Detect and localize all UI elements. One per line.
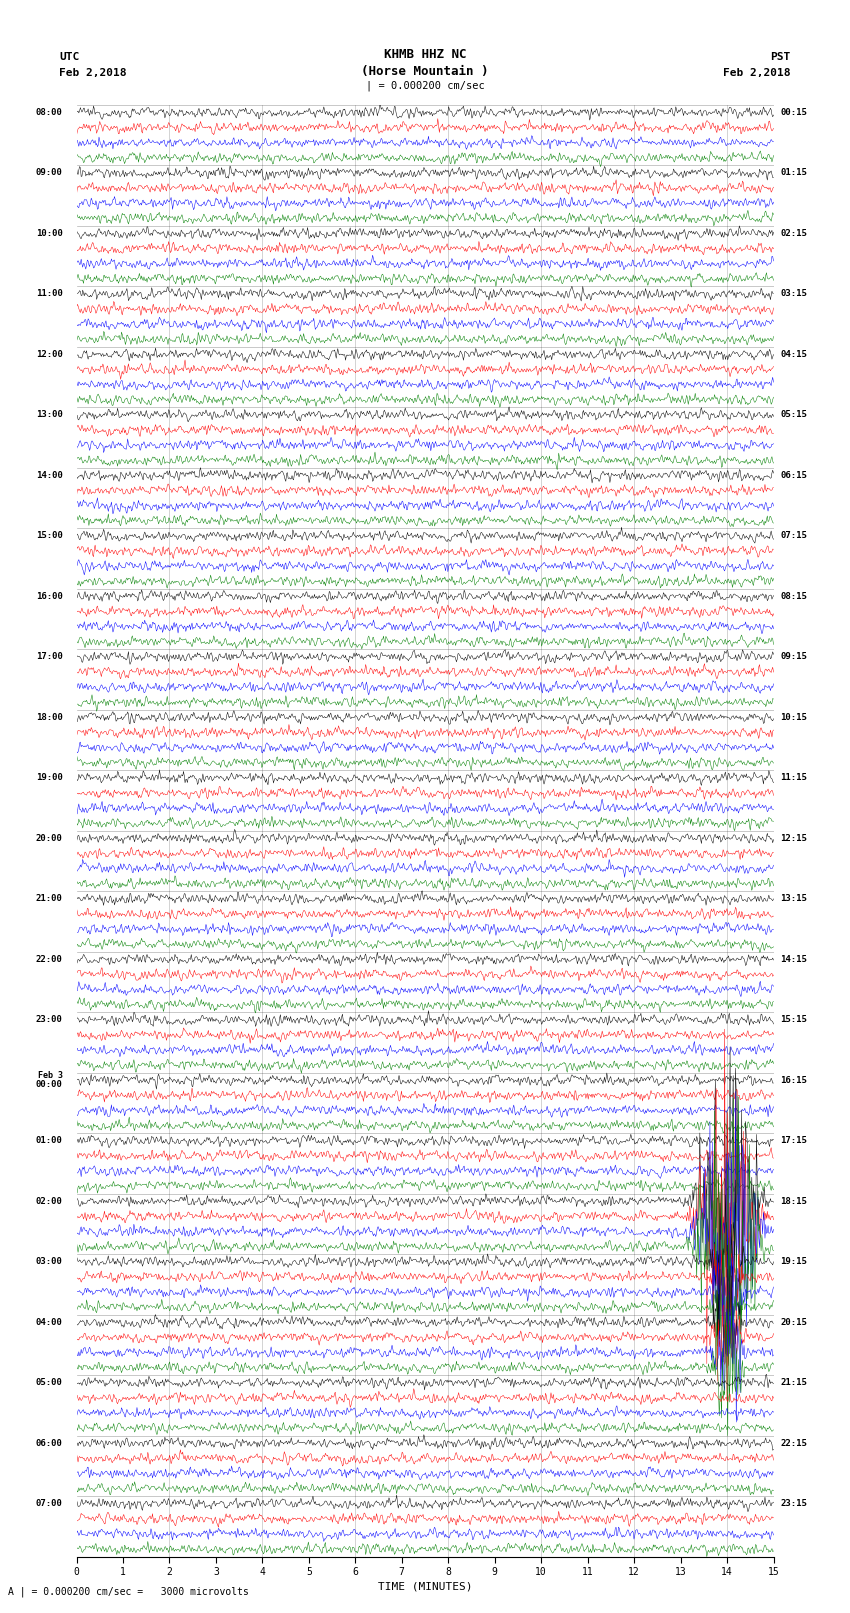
Text: 00:15: 00:15 [780, 108, 808, 116]
Text: 02:00: 02:00 [36, 1197, 63, 1205]
Text: KHMB HHZ NC: KHMB HHZ NC [383, 48, 467, 61]
Text: 01:00: 01:00 [36, 1136, 63, 1145]
Text: 05:15: 05:15 [780, 410, 808, 419]
Text: 20:00: 20:00 [36, 834, 63, 842]
Text: 06:00: 06:00 [36, 1439, 63, 1447]
Text: 08:15: 08:15 [780, 592, 808, 600]
Text: Feb 2,2018: Feb 2,2018 [60, 68, 127, 77]
Text: 22:15: 22:15 [780, 1439, 808, 1447]
Text: A | = 0.000200 cm/sec =   3000 microvolts: A | = 0.000200 cm/sec = 3000 microvolts [8, 1586, 249, 1597]
Text: 03:00: 03:00 [36, 1257, 63, 1266]
Text: 22:00: 22:00 [36, 955, 63, 963]
X-axis label: TIME (MINUTES): TIME (MINUTES) [377, 1581, 473, 1590]
Text: 13:15: 13:15 [780, 894, 808, 903]
Text: 02:15: 02:15 [780, 229, 808, 237]
Text: 11:00: 11:00 [36, 289, 63, 298]
Text: 04:15: 04:15 [780, 350, 808, 358]
Text: 05:00: 05:00 [36, 1378, 63, 1387]
Text: 15:00: 15:00 [36, 531, 63, 540]
Text: 23:15: 23:15 [780, 1498, 808, 1508]
Text: 09:15: 09:15 [780, 652, 808, 661]
Text: 12:00: 12:00 [36, 350, 63, 358]
Text: 08:00: 08:00 [36, 108, 63, 116]
Text: 01:15: 01:15 [780, 168, 808, 177]
Text: 17:15: 17:15 [780, 1136, 808, 1145]
Text: 23:00: 23:00 [36, 1015, 63, 1024]
Text: 16:15: 16:15 [780, 1076, 808, 1084]
Text: 17:00: 17:00 [36, 652, 63, 661]
Text: 04:00: 04:00 [36, 1318, 63, 1326]
Text: 16:00: 16:00 [36, 592, 63, 600]
Text: | = 0.000200 cm/sec: | = 0.000200 cm/sec [366, 81, 484, 92]
Text: Feb 2,2018: Feb 2,2018 [723, 68, 791, 77]
Text: 10:15: 10:15 [780, 713, 808, 721]
Text: 14:00: 14:00 [36, 471, 63, 479]
Text: 09:00: 09:00 [36, 168, 63, 177]
Text: 13:00: 13:00 [36, 410, 63, 419]
Text: 07:00: 07:00 [36, 1498, 63, 1508]
Text: UTC: UTC [60, 52, 80, 61]
Text: PST: PST [770, 52, 790, 61]
Text: (Horse Mountain ): (Horse Mountain ) [361, 65, 489, 77]
Text: 06:15: 06:15 [780, 471, 808, 479]
Text: 18:15: 18:15 [780, 1197, 808, 1205]
Text: Feb 3: Feb 3 [37, 1071, 63, 1081]
Text: 14:15: 14:15 [780, 955, 808, 963]
Text: 07:15: 07:15 [780, 531, 808, 540]
Text: 20:15: 20:15 [780, 1318, 808, 1326]
Text: 00:00: 00:00 [36, 1081, 63, 1089]
Text: 21:00: 21:00 [36, 894, 63, 903]
Text: 19:00: 19:00 [36, 773, 63, 782]
Text: 18:00: 18:00 [36, 713, 63, 721]
Text: 19:15: 19:15 [780, 1257, 808, 1266]
Text: 10:00: 10:00 [36, 229, 63, 237]
Text: 11:15: 11:15 [780, 773, 808, 782]
Text: 21:15: 21:15 [780, 1378, 808, 1387]
Text: 03:15: 03:15 [780, 289, 808, 298]
Text: 15:15: 15:15 [780, 1015, 808, 1024]
Text: 12:15: 12:15 [780, 834, 808, 842]
